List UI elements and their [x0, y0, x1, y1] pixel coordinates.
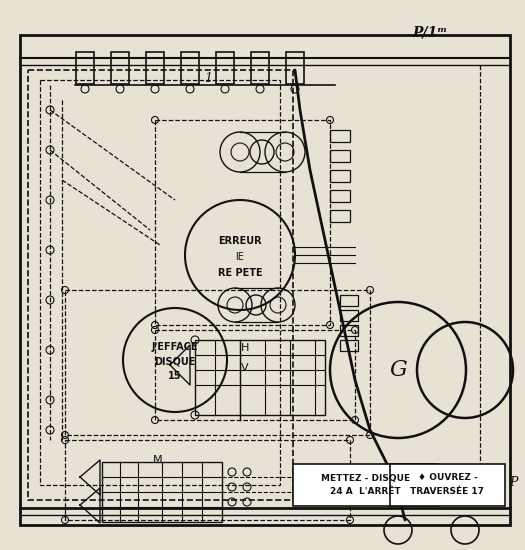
Text: lE: lE	[236, 252, 245, 262]
Bar	[340, 340, 358, 351]
Bar	[330, 150, 350, 162]
Bar	[40, 80, 280, 485]
Text: 15: 15	[168, 371, 182, 381]
Text: H: H	[241, 343, 249, 353]
Bar	[330, 210, 350, 222]
Bar	[65, 290, 370, 435]
Bar	[330, 130, 350, 142]
Bar	[330, 170, 350, 182]
Bar	[330, 190, 350, 202]
Bar	[293, 464, 438, 506]
Bar	[251, 52, 269, 84]
Bar	[76, 52, 94, 84]
Text: M: M	[153, 455, 163, 465]
Bar	[390, 464, 505, 506]
Bar	[102, 462, 222, 522]
Bar	[340, 325, 358, 336]
Bar	[340, 295, 358, 306]
Text: ERREUR: ERREUR	[218, 236, 262, 246]
Text: P: P	[509, 476, 517, 490]
Text: J'EFFACE: J'EFFACE	[152, 342, 198, 352]
Text: METTEZ - DISQUE: METTEZ - DISQUE	[321, 474, 410, 482]
Text: RE PETE: RE PETE	[218, 268, 262, 278]
Bar	[216, 52, 234, 84]
Text: ♦ OUVREZ -: ♦ OUVREZ -	[417, 472, 477, 481]
Bar	[28, 70, 293, 500]
Bar	[65, 440, 350, 520]
Bar	[155, 120, 330, 325]
Bar	[286, 52, 304, 84]
Text: DISQUE: DISQUE	[154, 357, 196, 367]
Text: 1: 1	[204, 72, 212, 85]
Text: G: G	[389, 359, 407, 381]
Text: P/1ᵐ: P/1ᵐ	[412, 25, 448, 39]
Bar	[181, 52, 199, 84]
Text: 24 A  L'ARRÊT: 24 A L'ARRÊT	[330, 487, 401, 497]
Bar	[20, 35, 510, 525]
Bar	[155, 330, 355, 420]
Bar	[195, 340, 325, 415]
Bar	[146, 52, 164, 84]
Text: TRAVERSÉE 17: TRAVERSÉE 17	[411, 487, 485, 496]
Text: V: V	[241, 363, 249, 373]
Bar	[111, 52, 129, 84]
Bar	[340, 310, 358, 321]
